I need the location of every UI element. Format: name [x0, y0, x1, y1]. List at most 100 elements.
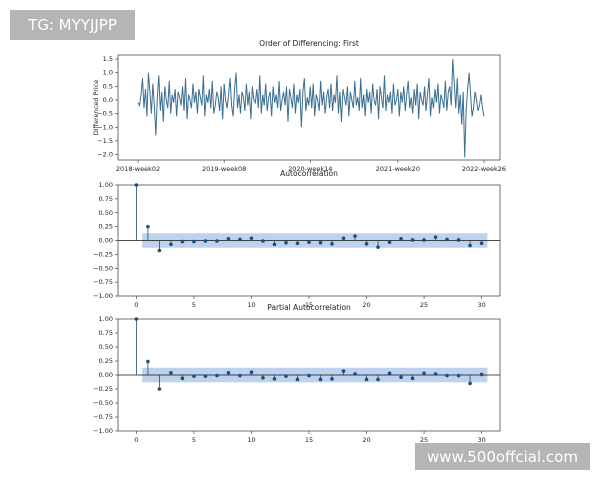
stem-marker — [284, 240, 288, 245]
x-tick-label: 5 — [192, 301, 196, 309]
x-tick-label: 10 — [247, 301, 255, 309]
x-tick-label: 25 — [420, 301, 428, 309]
stem-marker — [157, 248, 162, 253]
stem-marker — [341, 369, 346, 373]
stem-marker — [169, 242, 173, 247]
stem-marker — [376, 245, 380, 249]
watermark: www.500offcial.com — [415, 443, 590, 470]
stem-marker — [307, 373, 311, 378]
stem-marker — [364, 377, 369, 382]
stem-marker — [330, 377, 334, 381]
stem-marker — [376, 377, 380, 382]
stem-marker — [215, 239, 219, 243]
stem-marker — [295, 241, 300, 246]
y-tick-label: 0.50 — [99, 209, 113, 217]
stem-marker — [307, 240, 311, 244]
stem-marker — [169, 370, 173, 375]
y-tick-label: −0.50 — [93, 264, 113, 272]
x-tick-label: 20 — [362, 436, 370, 444]
y-tick-label: −2.0 — [97, 151, 113, 159]
stem-marker — [433, 235, 438, 239]
stem-marker — [238, 237, 242, 242]
y-tick-label: −0.75 — [93, 413, 113, 421]
stem-marker — [226, 237, 231, 241]
stem-marker — [249, 236, 254, 241]
x-tick-label: 5 — [192, 436, 196, 444]
stem-marker — [330, 242, 334, 246]
y-tick-label: 0.50 — [99, 343, 113, 351]
x-tick-label: 10 — [247, 436, 255, 444]
stem-marker — [364, 242, 369, 246]
y-tick-label: −1.0 — [97, 123, 113, 131]
stem-marker — [192, 239, 196, 244]
x-tick-label: 30 — [477, 301, 485, 309]
y-tick-label: −0.25 — [93, 385, 113, 393]
stem-marker — [399, 375, 403, 380]
axes-frame — [117, 54, 501, 161]
stem-marker — [468, 381, 472, 386]
axes-frame — [117, 184, 501, 297]
y-tick-label: 0.00 — [99, 371, 113, 379]
y-tick-label: 0.25 — [99, 357, 113, 365]
stem-marker — [456, 238, 461, 242]
stem-marker — [249, 370, 254, 375]
x-tick-label: 25 — [420, 436, 428, 444]
y-tick-label: 0.0 — [103, 96, 113, 104]
y-tick-label: −0.5 — [97, 110, 113, 118]
stem-marker — [295, 377, 300, 382]
stem-marker — [146, 359, 150, 364]
y-tick-label: 1.0 — [103, 69, 113, 77]
stem-marker — [399, 237, 403, 241]
stem-marker — [318, 240, 323, 245]
x-tick-label: 2020-week14 — [288, 165, 332, 173]
stem-marker — [261, 376, 265, 380]
x-tick-label: 20 — [362, 301, 370, 309]
stem-marker — [479, 372, 484, 377]
stem-marker — [387, 240, 392, 244]
chart-title: Order of Differencing: First — [259, 39, 359, 48]
stem-marker — [146, 224, 150, 229]
x-tick-label: 15 — [305, 301, 313, 309]
chart-title: Autocorrelation — [280, 169, 338, 178]
stem-marker — [238, 373, 242, 378]
stem-marker — [422, 238, 426, 242]
y-tick-label: 1.00 — [99, 181, 113, 189]
y-tick-label: 0.25 — [99, 223, 113, 231]
stem-marker — [341, 236, 346, 241]
line — [137, 59, 485, 158]
stem-marker — [261, 239, 265, 243]
stem-marker — [468, 243, 472, 248]
stem-marker — [445, 373, 449, 378]
stem-marker — [456, 373, 461, 378]
stem-marker — [422, 371, 426, 376]
y-tick-label: −0.75 — [93, 278, 113, 286]
x-tick-label: 0 — [134, 436, 138, 444]
y-tick-label: 0.00 — [99, 237, 113, 245]
y-tick-label: −1.00 — [93, 427, 113, 435]
stem-marker — [318, 377, 323, 382]
stem-marker — [272, 242, 277, 247]
x-tick-label: 2019-week08 — [202, 165, 246, 173]
y-tick-label: 1.5 — [103, 55, 113, 63]
x-tick-label: 2018-week02 — [116, 165, 160, 173]
stem-marker — [353, 372, 357, 376]
stem-marker — [272, 377, 277, 381]
stem-marker — [226, 370, 231, 375]
y-tick-label: −1.5 — [97, 137, 113, 145]
stem-marker — [180, 376, 185, 381]
x-tick-label: 15 — [305, 436, 313, 444]
stem-marker — [192, 374, 196, 378]
stem-marker — [410, 238, 415, 242]
x-tick-label: 2022-week26 — [462, 165, 506, 173]
y-tick-label: 0.75 — [99, 329, 113, 337]
watermark: TG: MYYJJPP — [10, 10, 135, 40]
x-tick-label: 2021-week20 — [376, 165, 420, 173]
stem-marker — [353, 234, 357, 238]
stem-marker — [445, 237, 449, 242]
y-tick-label: 0.75 — [99, 195, 113, 203]
axes-frame — [117, 318, 501, 432]
stem-marker — [479, 241, 484, 246]
y-tick-label: −0.25 — [93, 250, 113, 258]
